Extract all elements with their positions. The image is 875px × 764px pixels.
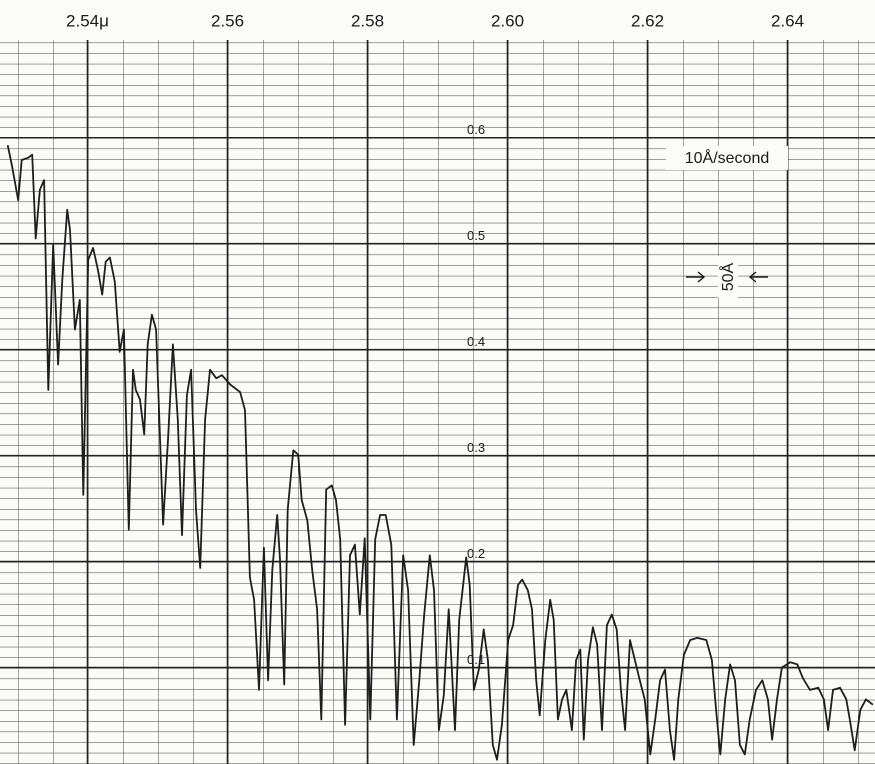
x-tick-label: 2.54μ (66, 11, 109, 30)
x-tick-label: 2.56 (211, 11, 244, 30)
y-tick-label: 0.4 (467, 334, 485, 349)
arrow (686, 271, 706, 283)
arrow (748, 271, 768, 283)
plot-area (0, 40, 875, 764)
y-tick-label: 0.2 (467, 546, 485, 561)
annotation-background (666, 146, 788, 170)
annotation: 10Å/second (685, 148, 770, 167)
x-tick-label: 2.64 (771, 11, 804, 30)
y-tick-label: 0.3 (467, 440, 485, 455)
y-tick-label: 0.1 (467, 652, 485, 667)
x-tick-label: 2.58 (351, 11, 384, 30)
x-tick-label: 2.62 (631, 11, 664, 30)
spectrum-trace (6, 144, 874, 761)
x-tick-label: 2.60 (491, 11, 524, 30)
annotation-background (718, 256, 738, 298)
y-tick-label: 0.6 (467, 122, 485, 137)
annotation: 50Å (718, 262, 737, 291)
y-tick-label: 0.5 (467, 228, 485, 243)
